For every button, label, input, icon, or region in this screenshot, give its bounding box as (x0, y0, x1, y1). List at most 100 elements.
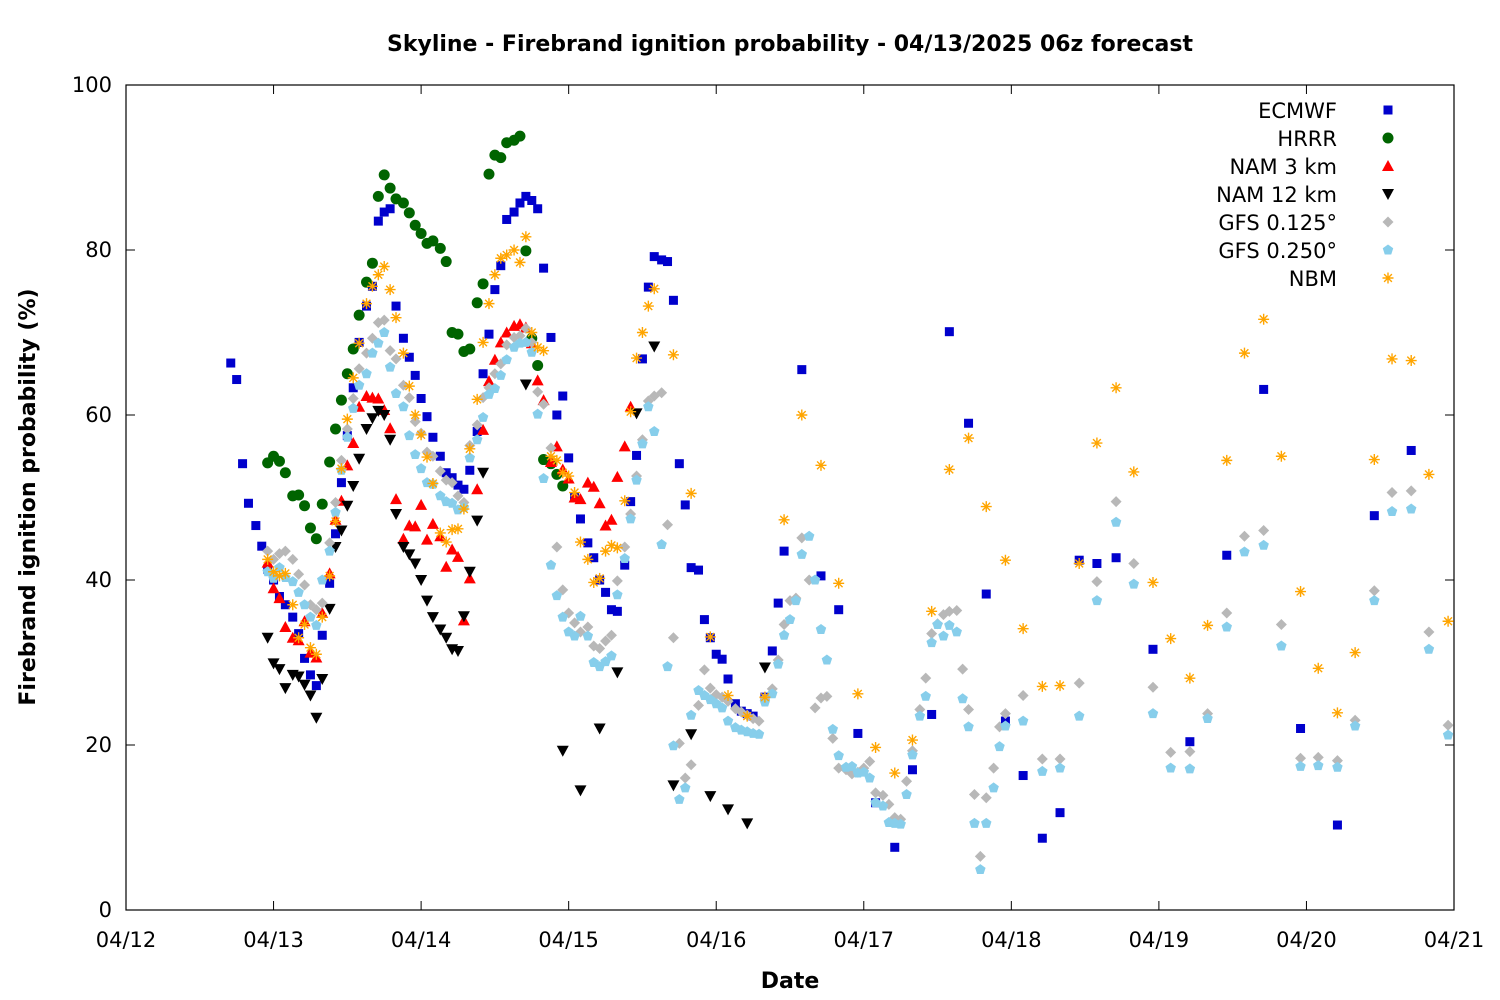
data-point (1184, 672, 1196, 684)
data-point (551, 541, 563, 553)
data-point (574, 785, 587, 797)
data-point (288, 612, 298, 622)
data-point (574, 536, 586, 548)
data-point (341, 423, 353, 435)
data-point (853, 728, 863, 738)
data-point (1259, 384, 1269, 394)
data-point (310, 604, 322, 616)
data-point (538, 345, 550, 357)
data-point (951, 626, 962, 637)
data-point (446, 543, 459, 555)
data-point (1037, 765, 1048, 776)
data-point (316, 597, 328, 609)
data-point (489, 269, 501, 281)
series-nam-12-km (261, 341, 771, 830)
data-point (287, 599, 299, 611)
data-point (582, 630, 594, 641)
data-point (722, 715, 734, 726)
data-point (722, 804, 735, 816)
data-point (267, 582, 280, 594)
data-point (397, 532, 410, 544)
chart-title: Skyline - Firebrand ignition probability… (387, 32, 1193, 57)
data-point (981, 817, 992, 828)
data-point (1221, 454, 1233, 466)
data-point (1091, 437, 1103, 449)
legend-label: GFS 0.250° (1218, 239, 1337, 263)
x-axis-label: Date (761, 969, 820, 994)
data-point (298, 679, 311, 691)
data-point (1386, 487, 1398, 499)
data-point (378, 410, 391, 421)
data-point (353, 337, 365, 349)
legend-marker (1383, 105, 1393, 115)
data-point (262, 553, 274, 565)
data-point (833, 750, 844, 761)
data-point (416, 394, 426, 403)
data-point (299, 579, 311, 591)
data-point (520, 322, 532, 334)
data-point (324, 537, 336, 549)
data-point (435, 451, 445, 461)
data-point (1258, 539, 1269, 550)
data-point (508, 244, 520, 256)
data-point (477, 278, 489, 290)
data-point (1369, 511, 1379, 521)
data-point (637, 438, 648, 449)
data-point (674, 459, 684, 469)
data-point (483, 298, 495, 310)
data-point (779, 546, 789, 556)
data-point (304, 522, 316, 534)
data-point (1148, 644, 1158, 654)
data-point (347, 480, 360, 492)
data-point (495, 152, 507, 164)
data-point (490, 285, 500, 295)
data-point (974, 850, 986, 862)
data-point (926, 637, 937, 648)
data-point (434, 242, 446, 254)
legend-label: HRRR (1277, 127, 1337, 151)
data-point (348, 402, 359, 413)
data-point (1442, 719, 1454, 731)
data-point (1442, 615, 1454, 627)
data-point (238, 459, 248, 469)
data-point (648, 341, 661, 353)
data-point (434, 465, 446, 477)
data-point (619, 495, 631, 507)
data-point (877, 800, 889, 811)
data-point (668, 740, 679, 751)
data-point (637, 354, 647, 364)
data-point (1185, 737, 1195, 747)
data-point (988, 782, 999, 793)
data-point (1369, 595, 1380, 606)
data-point (1313, 760, 1324, 771)
data-point (1442, 729, 1454, 740)
data-point (906, 734, 918, 746)
data-point (335, 463, 347, 475)
data-point (1238, 530, 1250, 542)
data-point (827, 723, 839, 734)
data-point (943, 463, 955, 475)
data-point (463, 572, 476, 584)
data-point (391, 301, 401, 311)
y-tick-label: 100 (72, 73, 112, 97)
x-tick-label: 04/21 (1424, 928, 1485, 952)
data-point (877, 789, 889, 801)
data-point (1000, 720, 1011, 731)
legend-label: ECMWF (1258, 99, 1337, 123)
data-point (612, 606, 622, 616)
x-tick-label: 04/13 (243, 928, 304, 952)
y-tick-label: 60 (85, 403, 112, 427)
data-point (426, 612, 439, 624)
data-point (500, 326, 513, 338)
data-point (403, 549, 416, 561)
data-point (324, 456, 336, 468)
data-point (662, 661, 673, 672)
data-point (1128, 466, 1140, 478)
data-point (674, 793, 685, 804)
data-point (427, 477, 439, 489)
data-point (827, 732, 839, 744)
data-point (415, 498, 428, 510)
data-point (366, 280, 378, 292)
data-point (626, 497, 636, 507)
data-point (914, 710, 926, 721)
